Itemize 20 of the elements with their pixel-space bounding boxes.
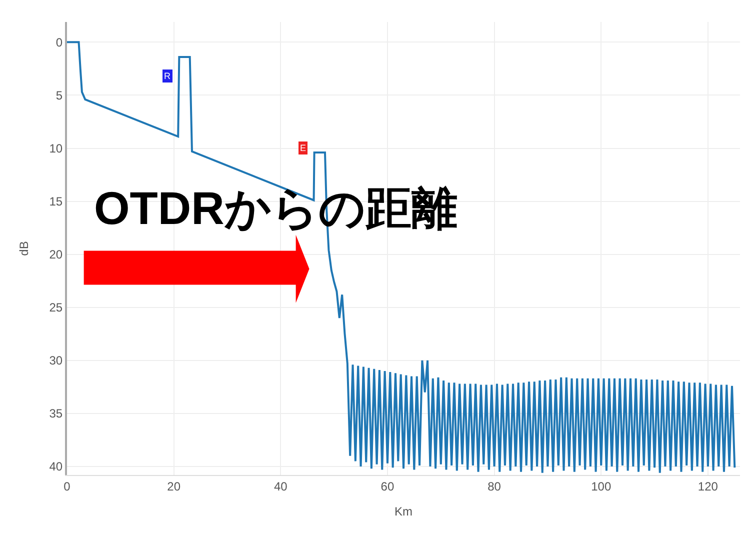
annotation: E [300, 143, 306, 153]
y-tick-label: 0 [56, 35, 63, 50]
x-tick-label: 120 [698, 479, 718, 494]
y-tick-label: 15 [49, 194, 63, 208]
y-tick-label: 10 [49, 141, 63, 156]
annotation: R [164, 71, 171, 81]
x-tick-label: 20 [167, 479, 181, 494]
y-tick-label: 35 [49, 406, 63, 421]
y-tick-label: 40 [49, 460, 63, 474]
y-axis-title: dB [17, 241, 32, 256]
x-tick-label: 40 [274, 479, 288, 494]
y-tick-label: 5 [56, 88, 63, 102]
y-tick-label: 25 [49, 300, 63, 315]
line-series [67, 41, 736, 474]
x-tick-label: 60 [380, 479, 394, 494]
x-tick-label: 80 [488, 479, 502, 494]
x-tick-label: 100 [591, 479, 612, 494]
y-tick-label: 20 [49, 248, 63, 262]
y-tick-label: 30 [49, 354, 63, 368]
x-axis-title: Km [394, 504, 413, 518]
